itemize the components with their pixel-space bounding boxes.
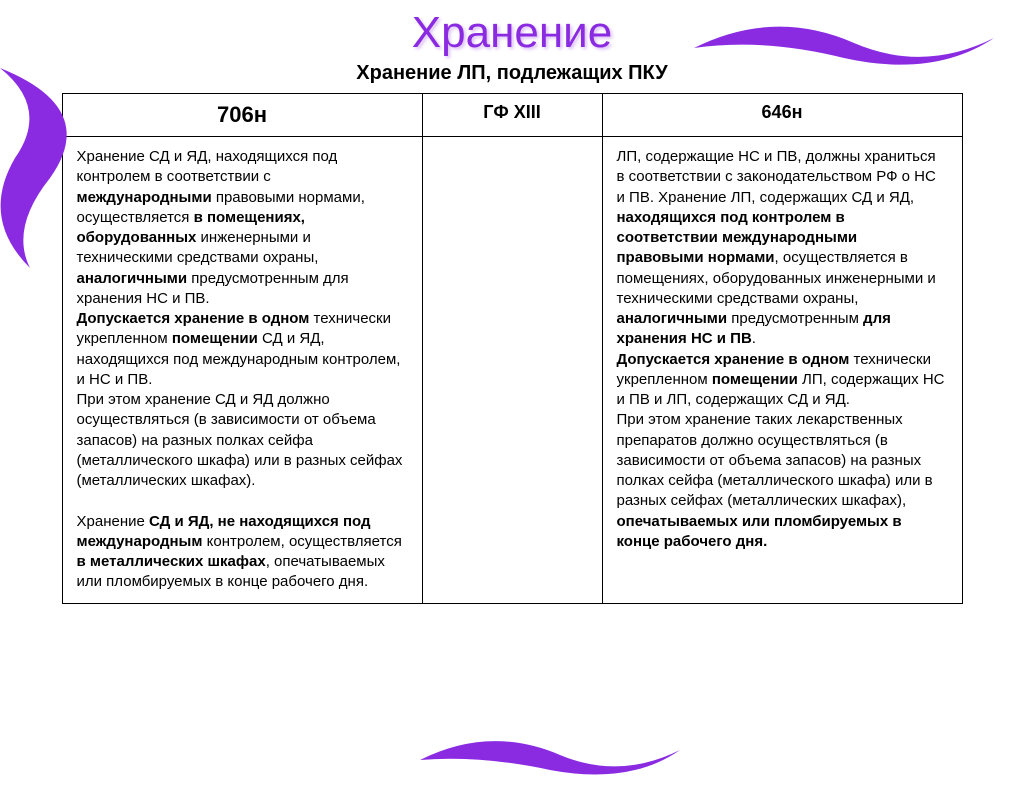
cell-gf13	[422, 137, 602, 604]
decoration-swoosh-top	[694, 18, 994, 78]
table-body-row: Хранение СД и ЯД, находящихся под контро…	[62, 137, 962, 604]
table-header-row: 706н ГФ XIII 646н	[62, 94, 962, 137]
col-header-646n: 646н	[602, 94, 962, 137]
decoration-swoosh-left	[0, 68, 130, 268]
storage-table: 706н ГФ XIII 646н Хранение СД и ЯД, нахо…	[62, 93, 963, 604]
cell-646n: ЛП, содержащие НС и ПВ, должны храниться…	[602, 137, 962, 604]
decoration-swoosh-bottom	[420, 725, 680, 785]
col-header-gf13: ГФ XIII	[422, 94, 602, 137]
